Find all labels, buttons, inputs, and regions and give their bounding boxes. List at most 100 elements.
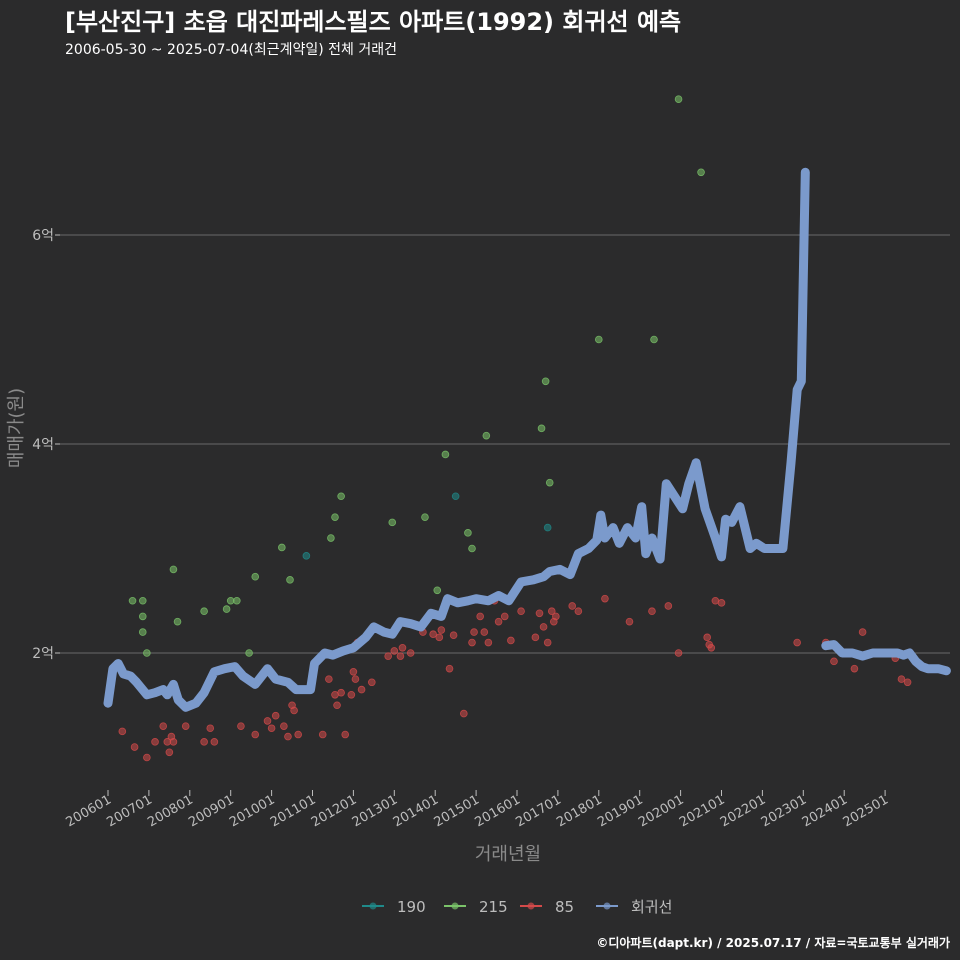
point-85 [507,636,515,645]
point-85 [437,626,446,634]
point-215 [537,424,546,433]
point-215 [233,596,241,605]
point-85 [390,647,399,655]
x-tick-label: 201001 [227,792,277,830]
legend-swatch-point [603,902,611,910]
point-215 [169,565,178,574]
legend-label: 회귀선 [631,898,672,916]
point-85 [280,722,288,730]
x-tick-label: 202501 [841,792,891,830]
point-85 [384,652,392,660]
point-215 [200,607,208,615]
point-85 [484,638,493,647]
legend-label: 85 [555,898,574,916]
point-85 [337,688,345,697]
point-215 [441,450,450,459]
point-85 [349,668,358,676]
regression-lines [103,167,951,712]
point-215 [674,95,683,103]
point-85 [333,701,341,710]
point-85 [707,643,716,652]
point-85 [476,612,484,621]
point-85 [468,638,476,647]
point-215 [464,529,472,537]
point-215 [222,605,231,613]
point-85 [480,628,489,636]
y-tick-label: 4억 [32,437,54,453]
point-85 [494,617,503,626]
point-190 [451,492,460,501]
x-tick-label: 201701 [513,792,563,830]
point-85 [897,675,906,683]
y-tick-label: 6억 [32,228,54,244]
point-215 [388,518,397,527]
point-85 [398,643,407,652]
y-axis-label: 매매가(원) [6,388,27,468]
point-215 [251,572,260,581]
point-85 [341,730,350,739]
legend-swatch-point [451,902,459,910]
x-tick-label: 201101 [268,792,318,830]
point-85 [552,612,560,621]
y-tick-label: 2억 [32,646,54,662]
point-215 [337,492,345,501]
x-tick-label: 202101 [677,792,727,830]
point-85 [850,664,859,673]
legend: 190 215 85 회귀선 [362,898,672,916]
x-tick-label: 201501 [432,792,482,830]
point-85 [151,738,159,746]
point-85 [429,630,437,638]
point-190 [302,552,311,560]
chart-subtitle: 2006-05-30 ~ 2025-07-04(최근계약일) 전체 거래건 [65,42,397,58]
x-tick-label: 200901 [186,792,236,830]
x-tick-label: 201401 [391,792,441,830]
x-tick-label: 201201 [309,792,359,830]
point-85 [206,724,215,733]
point-215 [138,596,147,605]
x-tick-label: 200601 [64,792,114,830]
legend-label: 190 [397,898,426,916]
y-axis: 2억 4억 6억 [32,228,60,662]
legend-swatch-point [527,902,535,910]
point-85 [237,722,245,730]
point-215 [327,534,335,542]
point-85 [169,738,178,746]
point-85 [143,753,151,762]
legend-label: 215 [479,898,508,916]
point-85 [435,633,444,642]
x-tick-label: 201901 [595,792,645,830]
point-85 [830,657,838,666]
point-215 [286,576,294,584]
point-215 [138,628,147,636]
point-215 [433,586,442,595]
point-85 [793,638,801,647]
point-215 [421,513,429,521]
point-85 [517,607,525,615]
point-85 [357,685,366,694]
gridlines [60,234,950,654]
point-215 [278,543,286,552]
point-85 [717,599,726,607]
legend-swatch-point [369,902,377,910]
point-190 [543,523,552,532]
x-tick-label: 202001 [636,792,686,830]
point-85 [539,623,548,631]
point-215 [482,431,491,440]
point-85 [271,711,280,720]
point-85 [547,607,556,615]
point-215 [245,649,253,657]
x-axis-label: 거래년월 [475,844,541,865]
point-85 [118,727,127,736]
x-tick-label: 202201 [718,792,768,830]
caption: ©디아파트(dapt.kr) / 2025.07.17 / 자료=국토교통부 실… [596,935,950,950]
point-85 [406,649,415,657]
point-215 [128,596,137,605]
point-215 [331,513,339,521]
x-tick-label: 200801 [145,792,195,830]
point-215 [650,335,658,344]
x-tick-label: 202301 [759,792,809,830]
point-85 [200,738,208,746]
point-85 [703,633,711,642]
point-85 [664,602,673,610]
